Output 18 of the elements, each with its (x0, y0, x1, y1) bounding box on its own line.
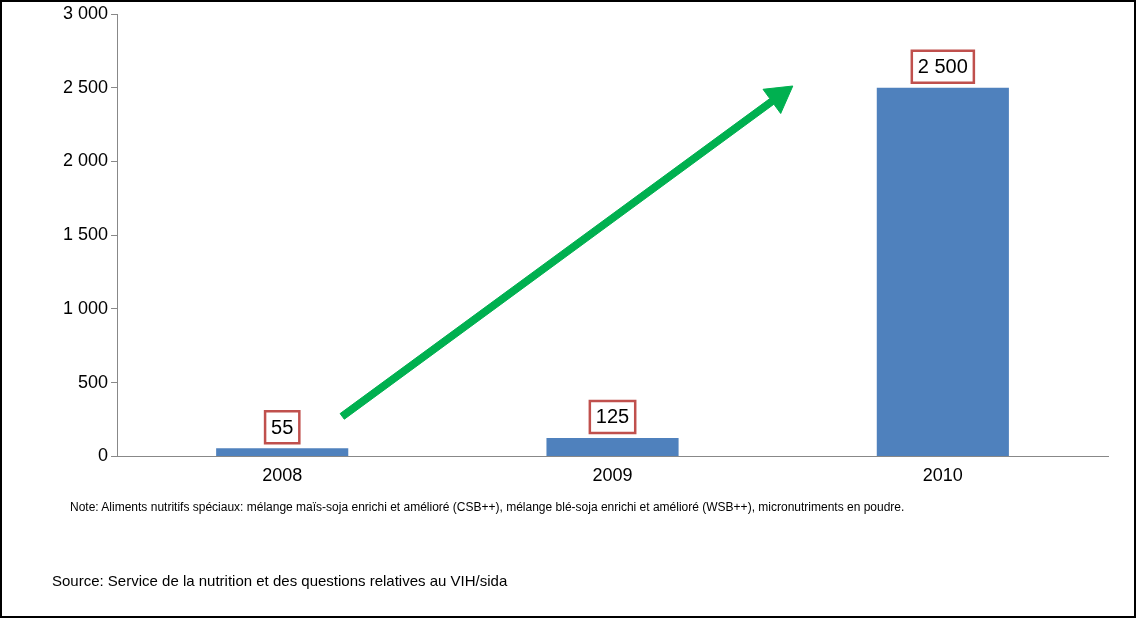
data-label: 125 (595, 405, 630, 428)
source-note: Source: Service de la nutrition et des questions relatives au VIH/sida (52, 572, 508, 589)
bar (546, 437, 679, 456)
x-tick-label: 2010 (922, 465, 963, 486)
text: Note: Aliments nutritifs spéciaux: mélange maïs-soja enrichi et amélioré (CSB++), mélange blé-soja enrichi et amélioré (WSB++), micronutriments en poudre. (70, 500, 906, 514)
y-tick-label: 2 500 (63, 76, 109, 97)
y-tick-label: 2 000 (63, 150, 109, 171)
bar (216, 448, 349, 456)
y-tick-label: 1 000 (63, 297, 109, 318)
data-label: 55 (271, 415, 294, 438)
x-tick-label: 2008 (262, 465, 303, 486)
y-tick-label: 0 (98, 445, 109, 466)
data-label: 2 500 (917, 55, 968, 78)
y-tick-label: 3 000 (63, 2, 109, 23)
bar (876, 87, 1009, 456)
y-tick-label: 1 500 (63, 224, 109, 245)
x-tick-label: 2009 (592, 465, 633, 486)
y-tick-label: 500 (78, 371, 109, 392)
